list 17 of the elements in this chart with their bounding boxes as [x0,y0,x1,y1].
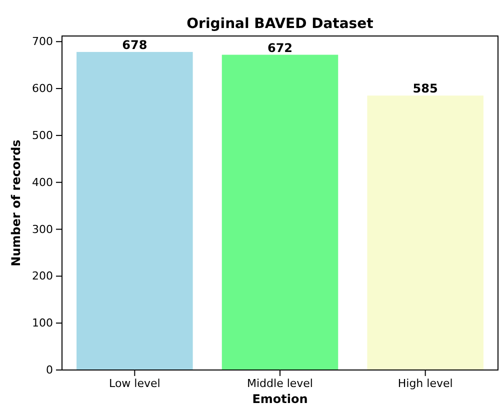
x-axis-title: Emotion [252,392,308,405]
y-tick-label: 300 [32,222,53,236]
data-label: 672 [267,40,293,55]
y-tick-label: 400 [32,176,53,189]
data-label: 678 [122,38,148,52]
data-label: 585 [412,82,438,96]
y-tick-label: 600 [32,82,53,96]
y-tick-label: 700 [32,35,53,48]
x-tick-label: High level [398,376,453,390]
y-tick-label: 0 [46,364,53,377]
y-axis-title: Number of records [9,140,23,266]
y-tick-label: 100 [32,316,53,330]
chart-title: Original BAVED Dataset [186,16,374,32]
x-tick-label: Low level [109,376,160,390]
y-tick-label: 500 [32,128,53,142]
x-tick-label: Middle level [247,376,313,390]
y-tick-label: 200 [32,270,53,283]
